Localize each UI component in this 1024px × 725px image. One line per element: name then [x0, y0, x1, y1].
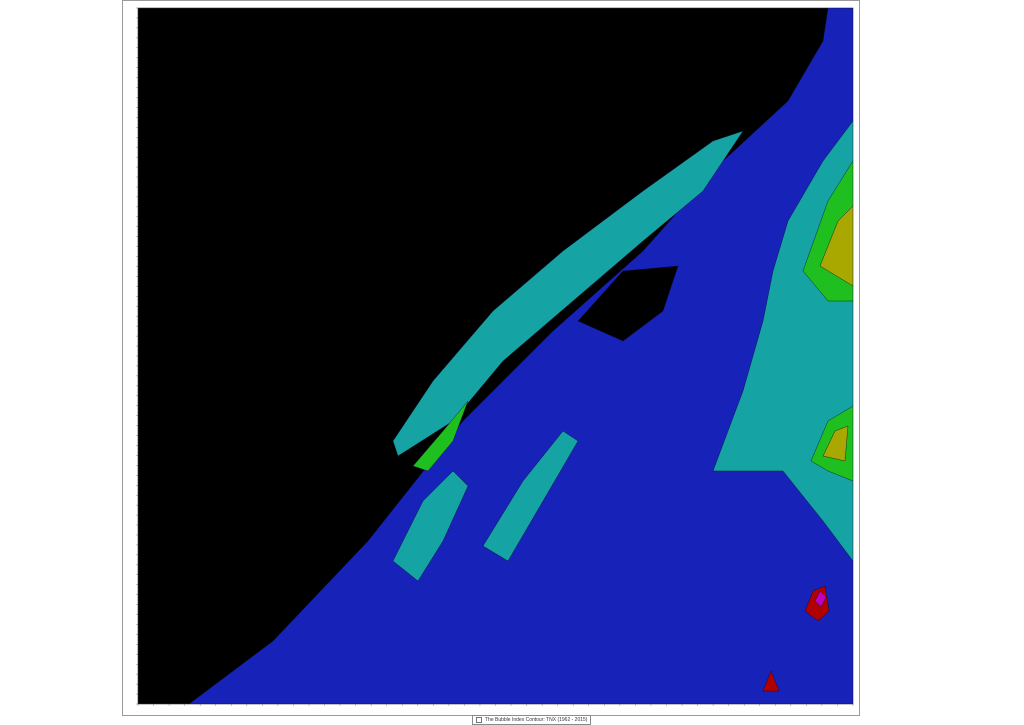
contour-red-peak-2 [762, 670, 780, 692]
contour-green-peak-1 [412, 400, 469, 472]
chart-frame [122, 0, 860, 716]
contour-teal-band-1 [392, 130, 744, 457]
contour-teal-band-3 [482, 430, 579, 562]
contour-black-hole [577, 265, 679, 342]
legend-caption: The Bubble Index Contour: TNX (1962 - 20… [485, 717, 588, 723]
contour-teal-band-2 [392, 470, 469, 582]
chart-svg [136, 7, 854, 706]
legend-swatch [476, 716, 482, 723]
contour-olive-peak-2 [822, 425, 849, 462]
contour-olive-peak [819, 205, 853, 287]
contour-magenta-peak [814, 590, 827, 608]
contour-layer [188, 8, 853, 704]
